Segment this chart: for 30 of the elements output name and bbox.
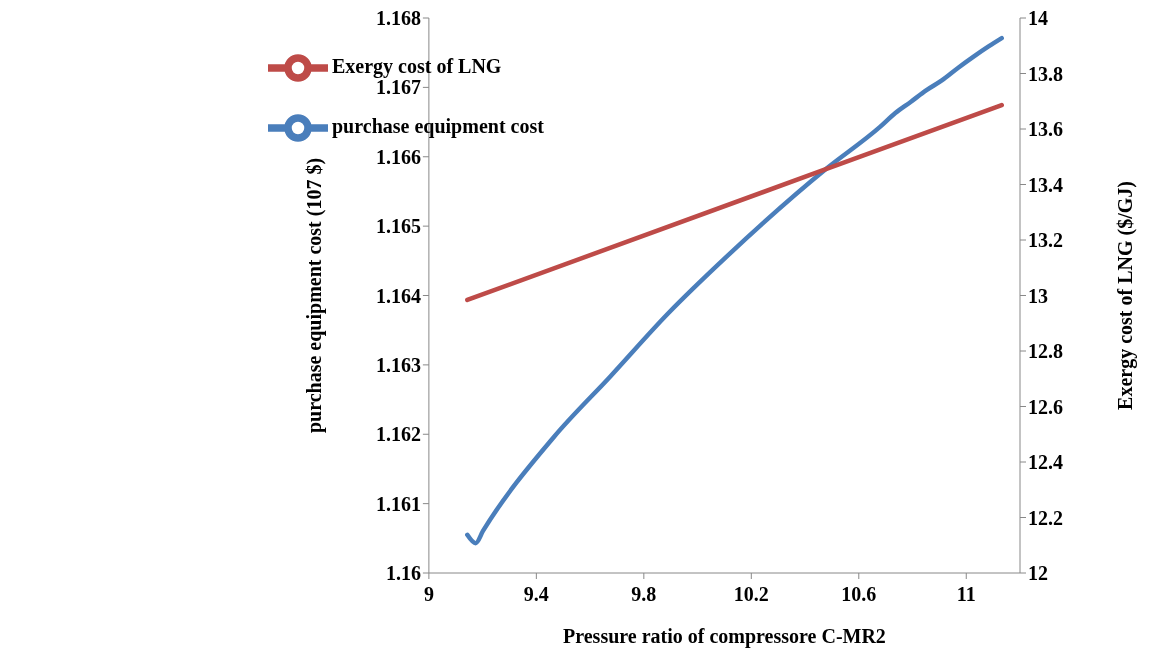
y-tick-label: 1.16 bbox=[385, 562, 421, 585]
x-tick-label: 9.4 bbox=[523, 583, 549, 606]
x-axis-title: Pressure ratio of compressore C-MR2 bbox=[562, 625, 886, 648]
y2-tick-label: 12.8 bbox=[1028, 340, 1063, 363]
y2-tick-label: 13.4 bbox=[1028, 173, 1063, 196]
y2-tick-label: 12 bbox=[1028, 562, 1048, 585]
y-tick-label: 1.168 bbox=[375, 7, 421, 30]
y2-tick-label: 13 bbox=[1028, 284, 1048, 307]
y2-tick-label: 12.2 bbox=[1028, 506, 1063, 529]
x-tick-label: 9 bbox=[423, 583, 434, 606]
y2-tick-label: 12.4 bbox=[1028, 451, 1063, 474]
y2-tick-label: 13.8 bbox=[1028, 62, 1063, 85]
y-tick-label: 1.164 bbox=[375, 284, 421, 307]
y-tick-label: 1.165 bbox=[375, 215, 421, 238]
x-tick-label: 11 bbox=[956, 583, 976, 606]
y2-axis-title: Exergy cost of LNG ($/GJ) bbox=[1114, 181, 1138, 410]
x-tick-label: 10.6 bbox=[841, 583, 877, 606]
y-tick-label: 1.166 bbox=[375, 145, 421, 168]
y2-tick-label: 12.6 bbox=[1028, 395, 1063, 418]
x-tick-label: 9.8 bbox=[631, 583, 657, 606]
legend-label: purchase equipment cost bbox=[332, 114, 544, 137]
y2-tick-label: 13.6 bbox=[1028, 118, 1063, 141]
y-tick-label: 1.163 bbox=[375, 353, 421, 376]
y2-tick-label: 13.2 bbox=[1028, 229, 1063, 252]
y-tick-label: 1.162 bbox=[375, 423, 421, 446]
y-tick-label: 1.161 bbox=[375, 492, 421, 515]
x-tick-label: 10.2 bbox=[733, 583, 769, 606]
legend-label: Exergy cost of LNG bbox=[332, 54, 502, 77]
y-axis-title: purchase equipment cost (107 $) bbox=[302, 157, 326, 434]
y2-tick-label: 14 bbox=[1028, 7, 1048, 30]
